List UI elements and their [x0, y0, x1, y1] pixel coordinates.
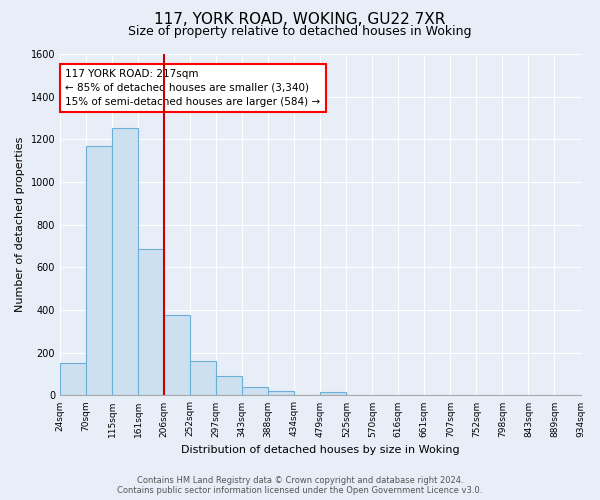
- Text: 117 YORK ROAD: 217sqm
← 85% of detached houses are smaller (3,340)
15% of semi-d: 117 YORK ROAD: 217sqm ← 85% of detached …: [65, 69, 320, 107]
- Text: Size of property relative to detached houses in Woking: Size of property relative to detached ho…: [128, 25, 472, 38]
- Text: Contains HM Land Registry data © Crown copyright and database right 2024.
Contai: Contains HM Land Registry data © Crown c…: [118, 476, 482, 495]
- Bar: [216, 376, 242, 396]
- Y-axis label: Number of detached properties: Number of detached properties: [15, 137, 25, 312]
- Bar: [242, 388, 268, 396]
- Bar: [60, 364, 86, 396]
- Bar: [86, 146, 112, 396]
- Bar: [112, 128, 138, 396]
- Bar: [190, 362, 216, 396]
- Bar: [138, 248, 164, 396]
- X-axis label: Distribution of detached houses by size in Woking: Distribution of detached houses by size …: [181, 445, 460, 455]
- Bar: [320, 392, 346, 396]
- Text: 117, YORK ROAD, WOKING, GU22 7XR: 117, YORK ROAD, WOKING, GU22 7XR: [154, 12, 446, 28]
- Bar: [268, 390, 294, 396]
- Bar: [164, 316, 190, 396]
